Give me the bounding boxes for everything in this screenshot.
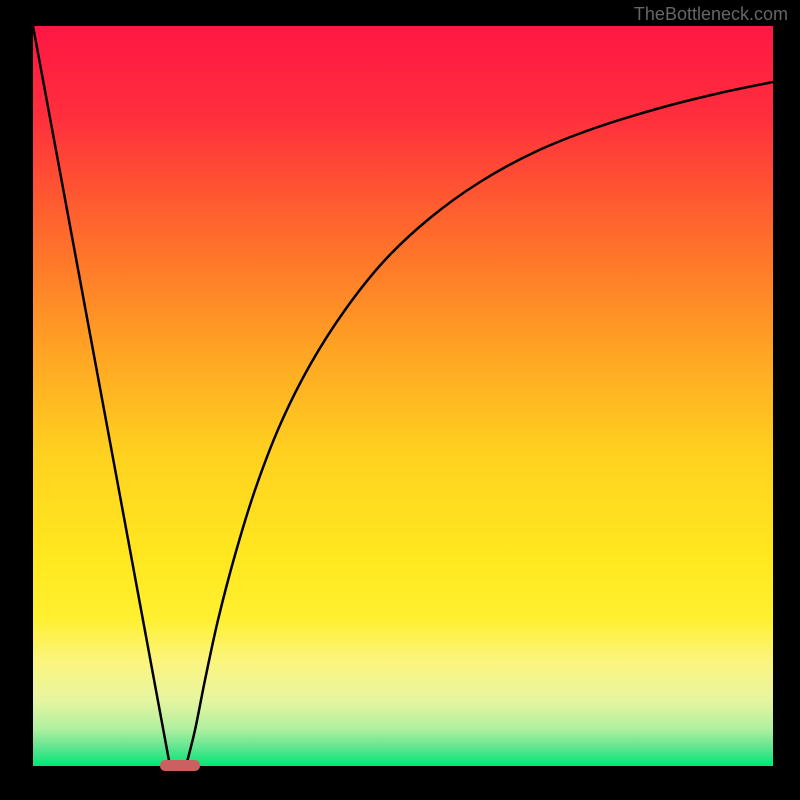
watermark-text: TheBottleneck.com [634,4,788,25]
bottleneck-marker [160,760,200,771]
bottleneck-chart [0,0,800,800]
chart-container: TheBottleneck.com [0,0,800,800]
plot-background [33,26,773,766]
